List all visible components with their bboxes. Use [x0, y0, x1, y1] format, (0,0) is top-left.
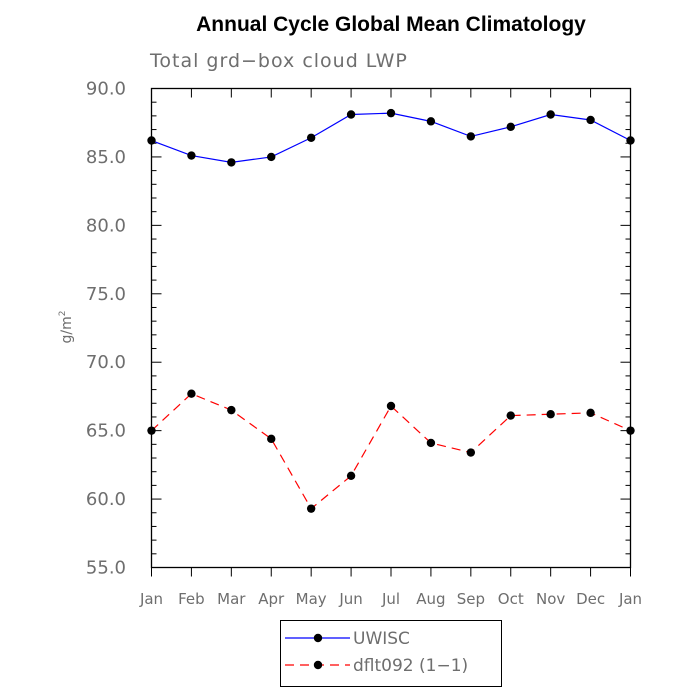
x-tick-label: Dec [576, 590, 605, 608]
y-axis-label-superscript: 2 [58, 311, 68, 317]
data-point [506, 122, 515, 132]
x-tick-label: Jan [618, 590, 642, 608]
data-point [506, 411, 515, 420]
data-point [426, 438, 436, 448]
legend-marker [313, 660, 323, 670]
y-tick-label: 90.0 [86, 79, 126, 100]
data-point [546, 110, 555, 119]
data-point [346, 471, 356, 481]
legend-entry: UWISC [285, 629, 410, 649]
y-axis-title: g/m2 [58, 311, 75, 344]
data-point [306, 504, 316, 513]
x-tick-label: Nov [536, 590, 565, 608]
y-tick-label: 70.0 [86, 352, 126, 373]
data-point [466, 448, 476, 457]
y-tick-label: 75.0 [86, 284, 126, 305]
legend-label: UWISC [353, 629, 410, 649]
data-point [426, 117, 436, 126]
legend-entry: dflt092 (1−1) [285, 656, 468, 676]
x-tick-label: Jan [139, 590, 163, 608]
series-0 [147, 108, 635, 167]
data-point [586, 408, 595, 418]
series-line [151, 112, 631, 164]
data-point [306, 133, 316, 142]
data-point [626, 136, 635, 145]
legend-box [280, 620, 502, 687]
plot-frame [150, 87, 632, 569]
x-tick-label: Feb [178, 590, 205, 608]
data-point [147, 426, 156, 435]
chart-subtitle: Total grd−box cloud LWP [149, 50, 408, 72]
series-1 [147, 389, 635, 513]
data-point [267, 152, 276, 162]
x-tick-label: Aug [416, 590, 445, 608]
data-point [346, 110, 356, 119]
data-point [626, 426, 635, 435]
data-point [386, 401, 396, 411]
x-tick-label: Mar [217, 590, 246, 608]
x-tick-label: Oct [498, 590, 524, 608]
data-point [466, 132, 476, 141]
y-tick-label: 65.0 [86, 421, 126, 442]
svg-text:g/m2: g/m2 [58, 311, 75, 344]
x-tick-label: Jul [381, 590, 400, 608]
y-tick-label: 60.0 [86, 489, 126, 510]
data-point [586, 115, 595, 125]
data-point [187, 389, 196, 398]
data-point [267, 434, 276, 444]
x-tick-label: May [296, 590, 327, 608]
x-tick-label: Jun [338, 590, 362, 608]
legend-marker [313, 633, 323, 643]
chart-title: Annual Cycle Global Mean Climatology [196, 13, 586, 36]
data-point [227, 158, 236, 167]
x-tick-label: Apr [258, 590, 285, 608]
y-tick-label: 85.0 [86, 147, 126, 168]
y-tick-label: 55.0 [86, 558, 126, 579]
legend-label: dflt092 (1−1) [353, 656, 468, 676]
data-point [227, 405, 236, 415]
series-line [151, 392, 631, 510]
data-point [187, 151, 196, 160]
data-point [546, 410, 555, 419]
data-point [386, 108, 396, 118]
x-tick-label: Sep [457, 590, 485, 608]
y-tick-label: 80.0 [86, 215, 126, 236]
data-point [147, 136, 156, 145]
y-axis-label: g/m [59, 316, 75, 343]
